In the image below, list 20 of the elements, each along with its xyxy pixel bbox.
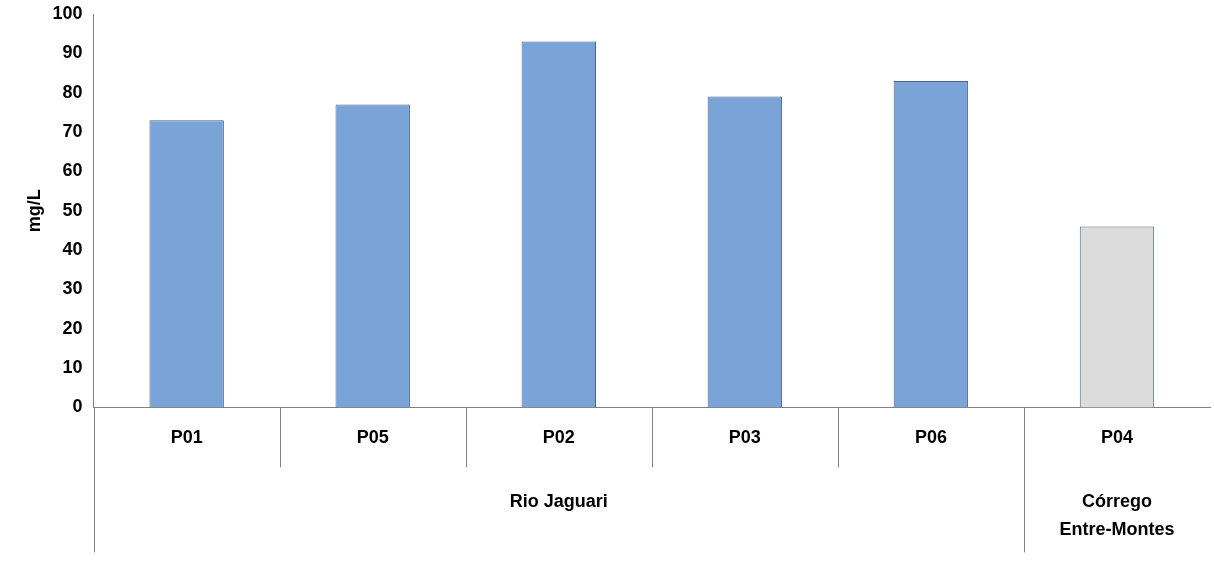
y-tick-label: 60 <box>62 160 83 181</box>
y-tick-label: 100 <box>52 2 83 23</box>
x-tick-label: P03 <box>728 427 761 448</box>
x-tick-label: P02 <box>542 427 575 448</box>
y-axis-title: mg/L <box>23 189 44 233</box>
x-tick-label: P04 <box>1100 427 1133 448</box>
y-tick-label: 50 <box>62 199 83 220</box>
x-tick-label: P05 <box>356 427 389 448</box>
y-tick-label: 70 <box>62 120 83 141</box>
y-tick-label: 0 <box>72 396 83 417</box>
y-tick-label: 10 <box>62 357 83 378</box>
y-tick-label: 40 <box>62 239 83 260</box>
y-tick-label: 80 <box>62 81 83 102</box>
y-tick-label: 30 <box>62 278 83 299</box>
text: Rio Jaguari <box>509 491 608 512</box>
text: Córrego Entre-Montes <box>1059 491 1175 540</box>
y-tick-label: 90 <box>62 42 83 63</box>
x-tick-label: P01 <box>170 427 203 448</box>
y-tick-label: 20 <box>62 317 83 338</box>
x-tick-label: P06 <box>914 427 947 448</box>
